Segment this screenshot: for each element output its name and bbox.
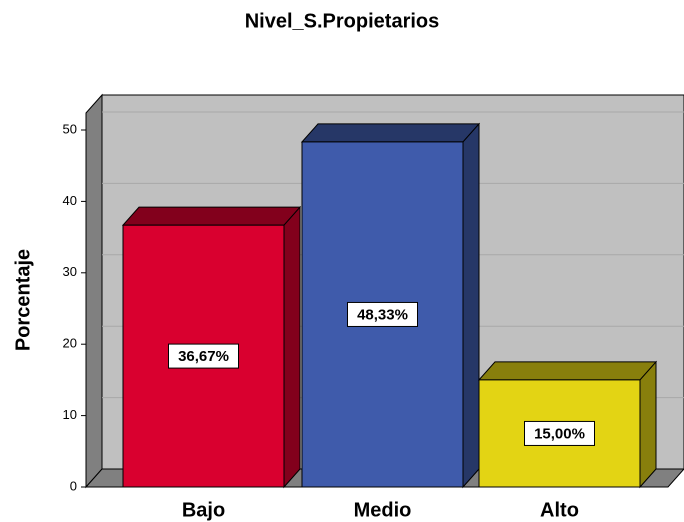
bar-top	[300, 123, 481, 143]
value-label-box	[347, 301, 418, 327]
x-tick-label: Bajo	[182, 499, 225, 521]
y-tick-label: 20	[63, 336, 77, 351]
side-wall	[85, 93, 103, 489]
y-tick-label: 10	[63, 407, 77, 422]
x-tick-label: Medio	[354, 499, 412, 521]
value-label-box	[168, 343, 239, 369]
value-label: 15,00%	[534, 425, 585, 442]
value-label: 36,67%	[178, 348, 229, 365]
bar-top	[477, 361, 658, 381]
chart-title: Nivel_S.Propietarios	[245, 10, 440, 32]
y-tick-label: 0	[70, 478, 77, 493]
value-label: 48,33%	[357, 306, 408, 323]
x-tick-label: Alto	[540, 499, 579, 521]
y-tick-label: 50	[63, 121, 77, 136]
y-tick-label: 30	[63, 264, 77, 279]
bar-side	[639, 360, 657, 489]
value-label-box	[524, 420, 595, 446]
y-axis-label: Porcentaje	[12, 249, 34, 351]
bar-top	[121, 206, 302, 226]
bar-side	[462, 122, 480, 489]
y-tick-label: 40	[63, 193, 77, 208]
bar-side	[283, 205, 301, 489]
